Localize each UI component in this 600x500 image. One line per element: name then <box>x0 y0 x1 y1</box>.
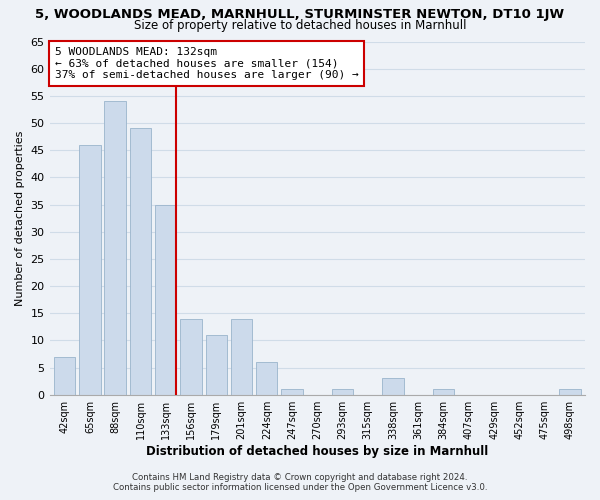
Text: Size of property relative to detached houses in Marnhull: Size of property relative to detached ho… <box>134 19 466 32</box>
Bar <box>559 390 581 394</box>
Bar <box>206 335 227 394</box>
Bar <box>433 390 454 394</box>
Text: 5, WOODLANDS MEAD, MARNHULL, STURMINSTER NEWTON, DT10 1JW: 5, WOODLANDS MEAD, MARNHULL, STURMINSTER… <box>35 8 565 21</box>
Bar <box>54 356 76 395</box>
Bar <box>382 378 404 394</box>
Bar <box>180 318 202 394</box>
Bar <box>281 390 303 394</box>
Bar <box>155 204 176 394</box>
Bar <box>231 318 252 394</box>
Text: Contains HM Land Registry data © Crown copyright and database right 2024.
Contai: Contains HM Land Registry data © Crown c… <box>113 473 487 492</box>
Bar <box>104 102 126 395</box>
Bar <box>79 144 101 394</box>
Bar <box>332 390 353 394</box>
Y-axis label: Number of detached properties: Number of detached properties <box>15 130 25 306</box>
Text: 5 WOODLANDS MEAD: 132sqm
← 63% of detached houses are smaller (154)
37% of semi-: 5 WOODLANDS MEAD: 132sqm ← 63% of detach… <box>55 47 359 80</box>
Bar <box>256 362 277 394</box>
Bar <box>130 128 151 394</box>
X-axis label: Distribution of detached houses by size in Marnhull: Distribution of detached houses by size … <box>146 444 488 458</box>
